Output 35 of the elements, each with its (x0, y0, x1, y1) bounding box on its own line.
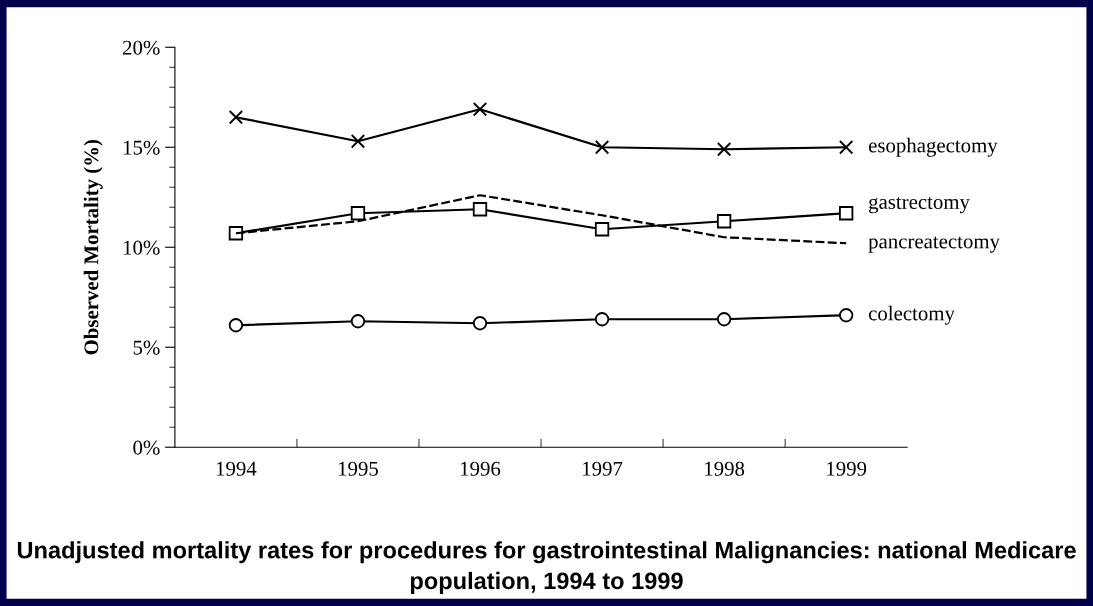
point (839, 206, 854, 221)
point (350, 314, 366, 329)
y-tick-label: 15% (123, 140, 160, 155)
point (472, 316, 488, 331)
point (350, 206, 366, 221)
series-label: gastrectomy (869, 197, 970, 214)
point (594, 222, 610, 237)
text: Unadjusted mortality rates for procedures for gastrointestinal Malignancies: national Medicare population, 1994 to 1999 (17, 541, 1076, 594)
point (228, 318, 244, 333)
point (839, 140, 854, 155)
x-tick-label: 1998 (705, 461, 745, 476)
series-label: pancreatectomy (868, 236, 1000, 253)
point (716, 142, 732, 157)
point (472, 202, 488, 217)
y-tick-label: 10% (123, 240, 160, 255)
point (594, 140, 610, 155)
point (594, 312, 610, 327)
y-axis-title: Observed Mortality (%) (83, 139, 103, 355)
x-tick-label: 1997 (583, 461, 623, 476)
series-label: colectomy (868, 305, 955, 325)
point (350, 134, 366, 149)
x-tick-label: 1999 (827, 461, 867, 476)
point (228, 226, 244, 241)
point (716, 214, 732, 229)
point (228, 110, 244, 125)
point (839, 308, 854, 323)
x-tick-label: 1996 (461, 461, 501, 476)
x-tick-label: 1995 (338, 461, 378, 476)
y-tick-label: 5% (133, 340, 160, 355)
x-tick-label: 1994 (216, 461, 257, 476)
point (472, 102, 488, 117)
series-label: esophagectomy (868, 137, 998, 157)
y-tick-label: 0% (133, 440, 160, 455)
point (716, 312, 732, 327)
y-tick-label: 20% (123, 40, 160, 55)
